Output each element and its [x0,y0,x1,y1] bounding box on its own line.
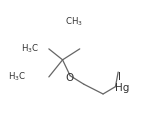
Text: I: I [118,72,121,82]
Text: CH$_3$: CH$_3$ [65,16,83,28]
Text: H$_3$C: H$_3$C [21,43,39,55]
Text: H$_3$C: H$_3$C [8,71,27,83]
Text: O: O [66,73,74,83]
Text: Hg: Hg [115,83,130,93]
